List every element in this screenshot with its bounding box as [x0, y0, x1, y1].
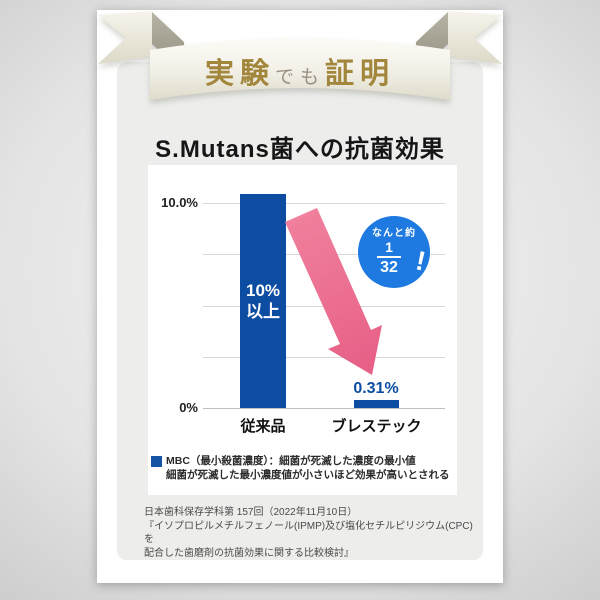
citation: 日本歯科保存学科第 157回（2022年11月10日） 『イソプロピルメチルフェ… [144, 506, 476, 560]
ratio-badge-denominator: 32 [380, 259, 398, 276]
citation-line-2: 『イソプロピルメチルフェノール(IPMP)及び塩化セチルピリジウム(CPC)を [144, 520, 473, 546]
ribbon-banner-icon [98, 11, 502, 100]
bar-conventional [240, 194, 286, 408]
ribbon-tail-right [448, 11, 502, 64]
bar-conventional-value: 10% 以上 [240, 194, 286, 408]
bar-conventional-value-line2: 以上 [246, 302, 280, 321]
x-label-breathtec: ブレステック [331, 418, 422, 435]
legend-text-2: 細菌が死滅した最小濃度値が小さいほど効果が高いとされる [166, 469, 450, 481]
fraction-divider [377, 256, 401, 258]
ratio-badge-fraction: 1 32 [377, 240, 401, 276]
ribbon-title-small: でも [274, 67, 325, 88]
bar-conventional-value-line1: 10% [245, 281, 281, 300]
legend-line-1: MBC（最小殺菌濃度）：細菌が死滅した濃度の最小値 [151, 455, 416, 468]
legend-text-1: MBC（最小殺菌濃度）：細菌が死滅した濃度の最小値 [166, 455, 416, 467]
ratio-badge: なんと約 1 32 ! [358, 216, 430, 288]
ribbon-title: 実験 でも 証明 [150, 50, 450, 94]
ribbon-band [150, 38, 450, 100]
chart-area [148, 165, 457, 495]
x-axis-line [203, 408, 445, 409]
ratio-badge-prefix: なんと約 [372, 228, 416, 239]
ratio-badge-numerator: 1 [385, 239, 393, 255]
x-label-conventional: 従来品 [240, 418, 286, 435]
page-title: S.Mutans菌への抗菌効果 [155, 136, 445, 163]
citation-line-1: 日本歯科保存学科第 157回（2022年11月10日） [144, 507, 358, 518]
gridline-10pct [203, 203, 445, 204]
bar-breathtec [354, 400, 399, 408]
ribbon-title-strong-1: 実験 [204, 58, 275, 90]
ribbon-title-strong-2: 証明 [325, 58, 396, 90]
y-tick-bottom: 0% [179, 400, 198, 415]
y-tick-top: 10.0% [161, 195, 198, 210]
mbc-color-swatch-icon [151, 456, 162, 467]
bar-breathtec-value: 0.31% [353, 380, 399, 397]
citation-line-3: 配合した歯磨剤の抗菌効果に関する比較検討』 [144, 547, 354, 559]
ribbon-tail-left [98, 11, 152, 64]
